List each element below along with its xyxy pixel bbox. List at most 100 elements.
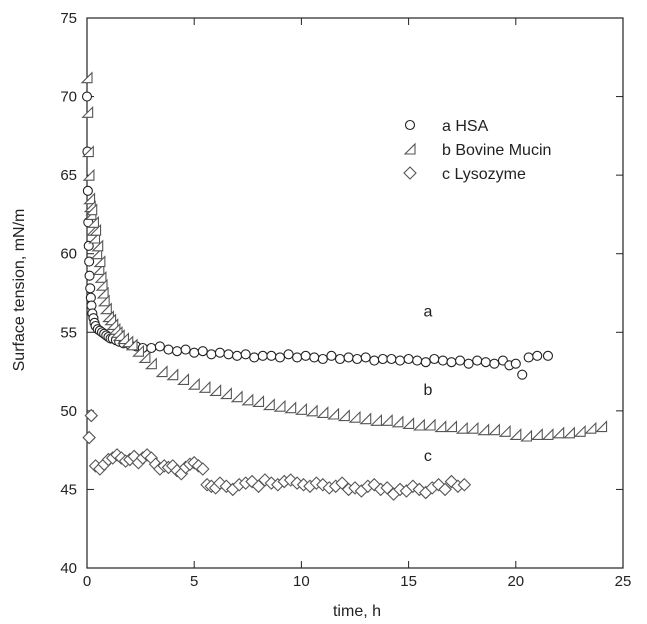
data-point [466, 421, 479, 434]
curve-label-a: a [423, 304, 432, 321]
legend: a HSA b Bovine Mucin c Lysozyme [403, 118, 551, 183]
data-point [434, 420, 447, 433]
data-point [197, 346, 208, 357]
data-point [530, 428, 543, 440]
data-point [337, 409, 350, 422]
x-axis-title: time, h [333, 603, 381, 620]
series-c-lysozyme [82, 408, 472, 501]
data-point [386, 353, 397, 365]
data-point [245, 474, 259, 489]
data-point [445, 420, 458, 433]
data-point [595, 420, 608, 433]
y-tick-label: 55 [60, 324, 77, 341]
plot-border [86, 17, 624, 569]
data-point [232, 350, 243, 361]
x-tick-label: 5 [190, 573, 198, 590]
data-point [370, 413, 382, 426]
data-point [380, 413, 393, 426]
data-point [99, 302, 112, 315]
data-point [316, 406, 329, 418]
data-point [309, 352, 320, 363]
data-point [97, 294, 110, 307]
data-point [82, 430, 96, 445]
data-point [146, 342, 157, 354]
data-point [283, 349, 294, 360]
legend-label: b Bovine Mucin [442, 142, 551, 159]
data-point [359, 412, 372, 425]
data-point [177, 373, 190, 385]
data-series [80, 71, 608, 501]
data-point [509, 428, 522, 440]
data-point [274, 352, 286, 363]
data-point [437, 355, 448, 366]
data-point [252, 395, 265, 407]
data-point [84, 408, 99, 423]
x-tick-label: 0 [83, 573, 91, 590]
legend-marker [404, 119, 416, 131]
data-point [523, 352, 534, 363]
data-point [241, 393, 254, 406]
data-point [90, 247, 103, 260]
data-point [377, 353, 388, 365]
data-point [266, 350, 277, 361]
legend-label: a HSA [442, 118, 489, 135]
legend-marker [403, 142, 416, 155]
data-point [106, 318, 119, 330]
data-point [83, 240, 94, 251]
data-point [348, 410, 361, 423]
data-point [477, 423, 490, 436]
data-point [360, 352, 371, 363]
data-point [121, 335, 134, 348]
data-point [423, 418, 436, 431]
data-point [429, 353, 440, 365]
x-tick-label: 25 [615, 573, 632, 590]
data-point [284, 401, 297, 414]
data-point [472, 355, 483, 366]
data-point [230, 390, 243, 403]
data-point [412, 418, 425, 431]
data-point [93, 255, 106, 268]
data-point [403, 353, 414, 365]
data-point [552, 426, 565, 439]
y-tick-label: 65 [60, 167, 77, 184]
data-point [112, 329, 125, 341]
data-point [104, 313, 117, 326]
data-point [352, 353, 363, 365]
data-point [166, 368, 179, 381]
data-point [498, 424, 511, 437]
data-point [257, 350, 268, 361]
data-point [510, 358, 521, 369]
data-point [154, 341, 165, 352]
data-point [117, 332, 129, 345]
series-b-bovine-mucin [80, 71, 608, 442]
x-tick-label: 10 [293, 573, 310, 590]
data-point [369, 355, 380, 366]
data-point [457, 477, 472, 492]
data-point [292, 352, 303, 363]
data-point [198, 380, 211, 393]
data-point [223, 349, 234, 360]
data-point [138, 351, 151, 363]
series-a-hsa [81, 91, 554, 380]
data-point [295, 402, 307, 415]
data-point [187, 377, 200, 390]
y-tick-label: 75 [60, 10, 77, 27]
data-point [402, 417, 415, 429]
data-point [209, 384, 222, 396]
data-point [85, 203, 98, 216]
data-point [455, 355, 466, 366]
data-point [305, 404, 318, 417]
data-point [81, 91, 93, 102]
data-point [95, 278, 108, 291]
data-point [463, 358, 474, 369]
data-point [420, 357, 431, 368]
data-point [563, 426, 575, 439]
y-tick-label: 50 [60, 403, 77, 420]
data-point [446, 357, 457, 368]
data-point [334, 353, 346, 365]
data-point [84, 270, 95, 281]
data-point [180, 344, 191, 355]
data-point [81, 145, 94, 158]
data-point [573, 424, 586, 437]
data-point [317, 353, 328, 365]
